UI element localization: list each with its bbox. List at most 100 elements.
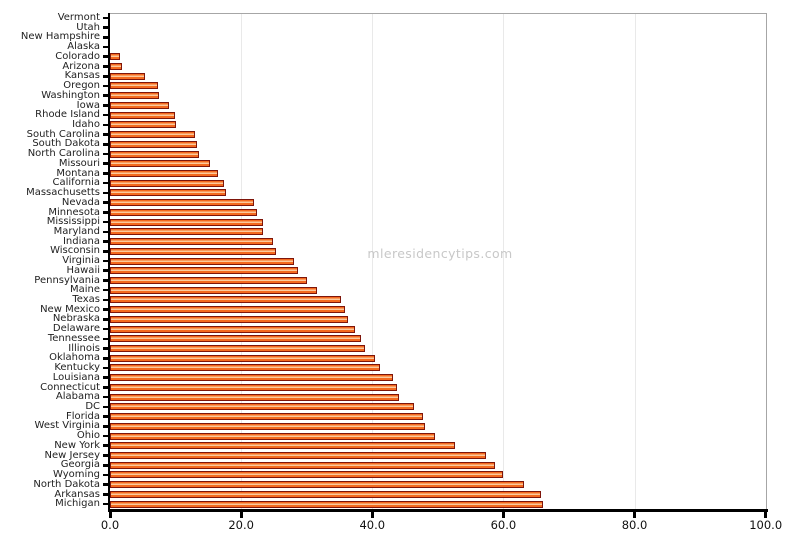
category-label: Alaska [67,41,100,53]
category-label: Nebraska [52,313,100,325]
bar [110,393,399,401]
y-tick [102,162,108,166]
y-tick [102,269,108,273]
y-tick [102,123,108,127]
category-label: Massachusetts [26,187,100,199]
bar [110,53,120,61]
y-tick [102,366,108,370]
y-tick [102,152,108,156]
category-label: Arizona [62,60,100,72]
bar [110,364,381,372]
bar [110,481,525,489]
x-tick-label: 60.0 [490,518,517,532]
y-tick [102,415,108,418]
y-tick [102,133,108,136]
category-label: Missouri [58,157,100,169]
y-tick [102,502,108,506]
y-tick [102,211,108,214]
bar [110,189,227,197]
category-label: Wyoming [53,469,100,481]
category-label: Utah [76,21,100,33]
y-tick [102,104,108,107]
y-tick [102,405,108,409]
x-tick-label: 100.0 [749,518,783,532]
category-label: Iowa [76,99,100,111]
bar [110,82,158,90]
category-label: Georgia [60,459,100,471]
bar [110,72,145,80]
category-label: South Carolina [26,128,100,140]
bar [110,335,362,343]
y-tick [102,36,108,39]
y-tick [102,493,108,496]
category-label: South Dakota [32,138,100,150]
y-tick [102,298,108,302]
y-tick [102,220,108,224]
bar [110,92,160,100]
category-label: New Jersey [44,449,100,461]
category-label: West Virginia [34,420,100,432]
bar [110,315,349,323]
bar [110,432,436,440]
gridline [372,13,374,509]
y-tick [102,434,108,438]
category-label: North Carolina [27,148,100,160]
category-label: Maryland [53,225,100,237]
y-tick [102,26,108,29]
category-label: Washington [41,89,100,101]
x-tick-label: 80.0 [621,518,648,532]
bar [110,150,200,158]
bar [110,354,375,362]
x-tick [501,512,505,518]
bar [110,422,425,430]
category-label: Kentucky [54,362,100,374]
y-tick [102,84,108,88]
bar [110,276,307,284]
y-tick [102,425,108,428]
bar [110,131,196,139]
x-tick [370,512,374,518]
bar [110,228,264,236]
y-axis-line [107,13,111,512]
y-tick [102,327,108,331]
category-label: New Hampshire [20,31,100,43]
bar [110,179,225,187]
category-label: Montana [56,167,100,179]
gridline [503,13,505,509]
y-tick [102,279,108,282]
right-spine [765,12,768,511]
x-tick-label: 40.0 [359,518,386,532]
y-tick [102,463,108,467]
bar [110,218,264,226]
y-tick [102,113,108,117]
bar [110,461,495,469]
bar [110,383,397,391]
category-label: Vermont [57,12,100,23]
y-tick [102,288,108,292]
bar [110,62,123,70]
gridline [634,13,636,509]
category-label: Tennessee [47,332,100,344]
bar [110,140,197,148]
category-label: Mississippi [46,216,100,228]
bar [110,199,255,207]
bar [110,101,169,109]
category-label: Pennsylvania [34,274,100,286]
category-label: North Dakota [33,478,100,490]
y-tick [102,308,108,311]
y-tick [102,483,108,486]
category-label: Connecticut [40,381,100,393]
bar [110,403,414,411]
y-tick [102,172,108,175]
y-tick [102,337,108,341]
y-tick [102,45,108,49]
y-tick [102,142,108,146]
category-label: Louisiana [52,371,100,383]
bar [110,296,341,304]
category-label: Delaware [52,323,100,335]
y-tick [102,230,108,234]
y-tick [102,94,108,97]
bar [110,267,298,275]
category-label: New York [54,439,100,451]
category-label: Alabama [55,391,100,403]
